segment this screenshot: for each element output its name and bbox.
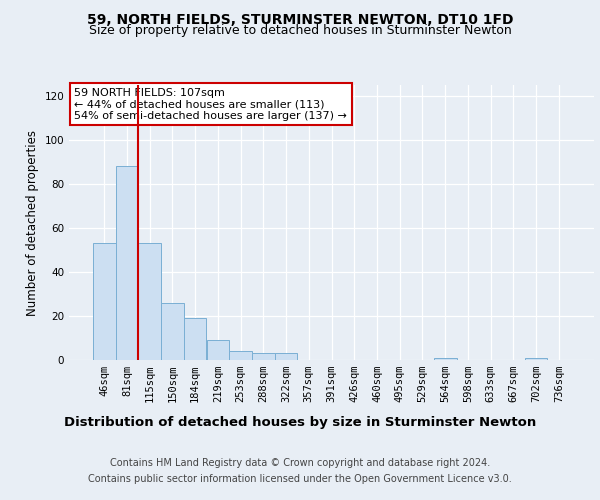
Y-axis label: Number of detached properties: Number of detached properties <box>26 130 39 316</box>
Text: Distribution of detached houses by size in Sturminster Newton: Distribution of detached houses by size … <box>64 416 536 429</box>
Bar <box>252 354 275 360</box>
Text: Contains public sector information licensed under the Open Government Licence v3: Contains public sector information licen… <box>88 474 512 484</box>
Bar <box>139 244 161 360</box>
Bar <box>161 303 184 360</box>
Bar <box>524 358 547 360</box>
Bar <box>275 354 298 360</box>
Text: Contains HM Land Registry data © Crown copyright and database right 2024.: Contains HM Land Registry data © Crown c… <box>110 458 490 468</box>
Text: 59 NORTH FIELDS: 107sqm
← 44% of detached houses are smaller (113)
54% of semi-d: 59 NORTH FIELDS: 107sqm ← 44% of detache… <box>74 88 347 121</box>
Text: Size of property relative to detached houses in Sturminster Newton: Size of property relative to detached ho… <box>89 24 511 37</box>
Bar <box>116 166 139 360</box>
Text: 59, NORTH FIELDS, STURMINSTER NEWTON, DT10 1FD: 59, NORTH FIELDS, STURMINSTER NEWTON, DT… <box>87 12 513 26</box>
Bar <box>93 244 116 360</box>
Bar <box>206 340 229 360</box>
Bar <box>229 351 252 360</box>
Bar <box>184 318 206 360</box>
Bar <box>434 358 457 360</box>
